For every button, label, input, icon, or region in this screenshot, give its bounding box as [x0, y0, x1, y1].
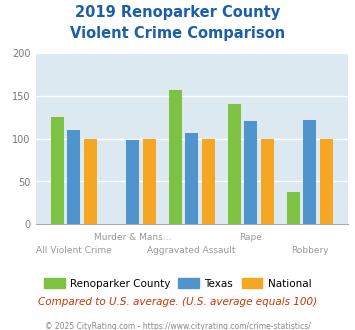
Text: Aggravated Assault: Aggravated Assault: [147, 246, 236, 255]
Bar: [143, 139, 156, 224]
Bar: [67, 130, 80, 224]
Bar: [84, 139, 97, 224]
Bar: [320, 139, 333, 224]
Bar: [202, 139, 215, 224]
Bar: [228, 104, 241, 224]
Legend: Renoparker County, Texas, National: Renoparker County, Texas, National: [39, 274, 316, 293]
Text: Violent Crime Comparison: Violent Crime Comparison: [70, 26, 285, 41]
Bar: [169, 90, 182, 224]
Text: Compared to U.S. average. (U.S. average equals 100): Compared to U.S. average. (U.S. average …: [38, 297, 317, 307]
Bar: [51, 117, 64, 224]
Text: Rape: Rape: [239, 233, 262, 242]
Bar: [185, 133, 198, 224]
Bar: [303, 120, 316, 224]
Bar: [261, 139, 274, 224]
Bar: [244, 121, 257, 224]
Text: Robbery: Robbery: [291, 246, 328, 255]
Text: All Violent Crime: All Violent Crime: [36, 246, 112, 255]
Bar: [126, 140, 139, 224]
Text: 2019 Renoparker County: 2019 Renoparker County: [75, 5, 280, 20]
Text: © 2025 CityRating.com - https://www.cityrating.com/crime-statistics/: © 2025 CityRating.com - https://www.city…: [45, 322, 310, 330]
Bar: [286, 192, 300, 224]
Text: Murder & Mans...: Murder & Mans...: [94, 233, 171, 242]
